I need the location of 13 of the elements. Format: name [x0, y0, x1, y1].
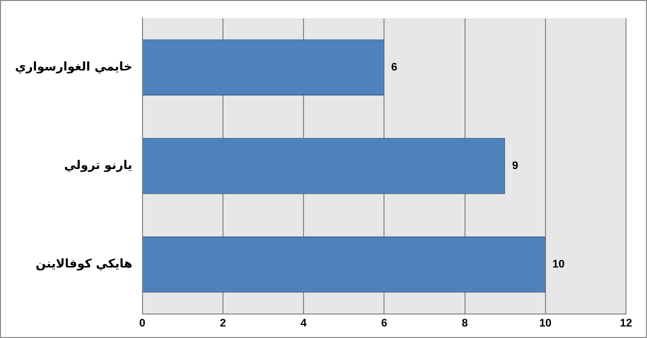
data-label: 6: [391, 62, 398, 74]
x-tick-label: 8: [462, 317, 468, 330]
y-tick-label: هايكي كوفالاينن: [36, 256, 132, 271]
y-tick-label: يارنو ترولي: [64, 158, 132, 172]
data-label: 10: [552, 258, 565, 271]
x-tick-label: 4: [300, 317, 308, 330]
x-tick-label: 0: [139, 317, 146, 330]
x-tick-label: 12: [620, 317, 632, 330]
x-tick-label: 2: [220, 317, 226, 330]
y-tick-label: خايمي الغوارسواري: [14, 60, 132, 74]
data-label: 9: [512, 160, 518, 172]
x-tick-label: 10: [539, 317, 552, 330]
x-tick-label: 6: [381, 317, 388, 330]
